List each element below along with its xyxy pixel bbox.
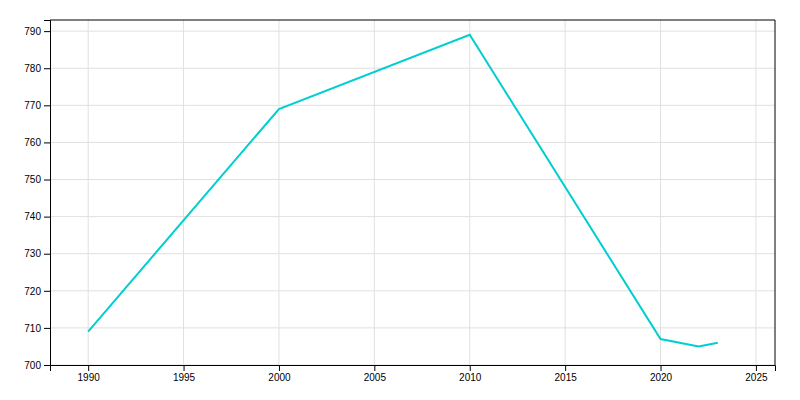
x-tick: 1990	[78, 365, 101, 383]
x-tick: 2025	[745, 365, 768, 383]
x-tick-mark	[470, 365, 471, 371]
x-axis-line	[51, 366, 776, 372]
x-tick-mark	[661, 365, 662, 371]
grid-line	[50, 216, 775, 217]
y-tick-mark	[44, 254, 50, 255]
x-tick-label: 2000	[268, 372, 291, 383]
y-tick: 770	[24, 100, 50, 111]
y-tick: 720	[24, 286, 50, 297]
plot: 1990 1995 2000 2005 2010 2015 2020 2025 700 710 72…	[24, 20, 775, 383]
x-tick-mark	[374, 365, 375, 371]
x-tick-mark	[565, 365, 566, 371]
grid-line	[755, 20, 756, 365]
grid-line	[278, 20, 279, 365]
x-tick: 2005	[364, 365, 387, 383]
y-tick-mark	[44, 291, 50, 292]
x-tick-label: 2015	[555, 372, 578, 383]
grid-line	[50, 31, 775, 32]
y-tick: 780	[24, 63, 50, 74]
grid-line	[50, 142, 775, 143]
x-axis: 1990 1995 2000 2005 2010 2015 2020 2025	[51, 365, 776, 383]
y-tick-mark	[44, 217, 50, 218]
y-tick-label: 760	[24, 137, 41, 148]
grid-line	[50, 68, 775, 69]
y-tick-mark	[44, 31, 50, 32]
x-tick: 2010	[459, 365, 482, 383]
x-tick-label: 1995	[173, 372, 196, 383]
y-tick: 740	[24, 211, 50, 222]
y-tick-mark	[44, 142, 50, 143]
y-axis: 700 710 720 730 740 750 760 770 780 790	[24, 21, 50, 371]
x-tick-label: 2010	[459, 372, 482, 383]
y-tick-label: 740	[24, 211, 41, 222]
grid-line	[660, 20, 661, 365]
marks	[88, 35, 718, 347]
x-tick-mark	[279, 365, 280, 371]
data-line	[88, 35, 718, 347]
y-tick-label: 700	[24, 360, 41, 371]
x-tick-mark	[756, 365, 757, 371]
y-tick-label: 710	[24, 323, 41, 334]
grid-line	[50, 327, 775, 328]
y-tick-mark	[44, 328, 50, 329]
x-tick: 2015	[555, 365, 578, 383]
y-tick-label: 730	[24, 248, 41, 259]
x-tick: 2000	[268, 365, 291, 383]
grid-line	[88, 20, 89, 365]
x-tick-label: 2005	[364, 372, 387, 383]
y-tick: 790	[24, 26, 50, 37]
y-tick: 730	[24, 248, 50, 259]
y-tick-label: 790	[24, 26, 41, 37]
x-tick: 1995	[173, 365, 196, 383]
grid-line	[183, 20, 184, 365]
y-tick-label: 770	[24, 100, 41, 111]
grid-line	[565, 20, 566, 365]
grid-line	[50, 179, 775, 180]
y-tick-mark	[44, 365, 50, 366]
y-tick-mark	[44, 105, 50, 106]
y-tick-mark	[44, 180, 50, 181]
frame-top	[50, 20, 775, 21]
x-tick: 2020	[650, 365, 673, 383]
frame-right	[775, 20, 776, 365]
y-tick-label: 780	[24, 63, 41, 74]
grid-line	[50, 290, 775, 291]
grid-line	[50, 105, 775, 106]
x-tick-label: 2020	[650, 372, 673, 383]
grid	[50, 20, 775, 365]
chart: 1990 1995 2000 2005 2010 2015 2020 2025 700 710 72…	[0, 0, 800, 400]
x-tick-mark	[184, 365, 185, 371]
x-tick-label: 2025	[745, 372, 768, 383]
y-tick-label: 720	[24, 286, 41, 297]
y-tick: 710	[24, 323, 50, 334]
y-tick: 760	[24, 137, 50, 148]
y-axis-line	[44, 21, 51, 366]
x-tick-mark	[88, 365, 89, 371]
y-tick-mark	[44, 68, 50, 69]
y-tick: 750	[24, 174, 50, 185]
grid-line	[50, 253, 775, 254]
y-tick-label: 750	[24, 174, 41, 185]
y-tick: 700	[24, 360, 50, 371]
grid-line	[469, 20, 470, 365]
x-tick-label: 1990	[78, 372, 101, 383]
